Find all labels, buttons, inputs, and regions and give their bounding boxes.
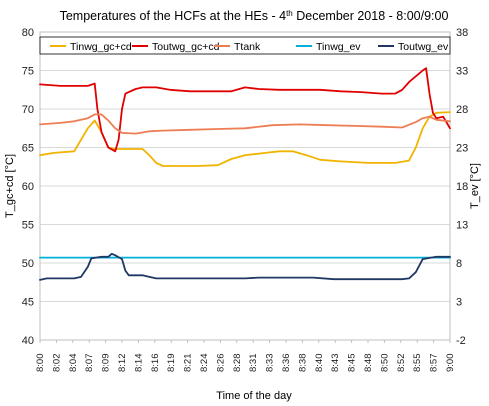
plot-area bbox=[39, 31, 451, 341]
legend-label: Toutwg_gc+cd bbox=[152, 41, 220, 53]
x-tick-label: 8:00 bbox=[35, 354, 46, 373]
y-left-tick-label: 80 bbox=[22, 27, 34, 39]
chart-title-superscript: th bbox=[286, 9, 293, 18]
legend-box bbox=[39, 36, 451, 55]
x-tick-label: 8:04 bbox=[68, 354, 79, 373]
x-tick-label: 8:24 bbox=[199, 354, 210, 373]
x-tick-label: 8:26 bbox=[215, 354, 226, 373]
x-axis-label: Time of the day bbox=[216, 390, 292, 402]
x-tick-label: 8:09 bbox=[101, 354, 112, 373]
y-right-tick-label: 18 bbox=[456, 181, 468, 193]
y-left-tick-label: 40 bbox=[22, 335, 34, 347]
x-tick-label: 8:21 bbox=[183, 354, 194, 373]
series-line-toutwg-gc-cd bbox=[39, 67, 451, 153]
x-tick-label: 8:14 bbox=[133, 354, 144, 373]
y-left-tick-label: 60 bbox=[22, 181, 34, 193]
series-line-tinwg-gc-cd bbox=[39, 111, 451, 167]
x-tick-label: 8:33 bbox=[265, 354, 276, 373]
y-axis-right-label: T_ev [°C] bbox=[469, 163, 481, 209]
x-tick-label: 8:16 bbox=[150, 354, 161, 373]
y-right-tick-label: 33 bbox=[456, 66, 468, 78]
x-tick-label: 8:38 bbox=[297, 354, 308, 373]
legend-label: Tinwg_gc+cd bbox=[70, 41, 132, 53]
x-tick-label: 8:19 bbox=[166, 354, 177, 373]
y-axis-left-label: T_gc+cd [°C] bbox=[4, 154, 16, 218]
x-tick-label: 8:07 bbox=[84, 354, 95, 373]
x-tick-label: 8:02 bbox=[51, 354, 62, 373]
y-right-tick-label: 23 bbox=[456, 143, 468, 155]
y-right-tick-label: 3 bbox=[456, 297, 462, 309]
x-tick-label: 8:36 bbox=[281, 354, 292, 373]
y-left-tick-label: 55 bbox=[22, 220, 34, 232]
legend-label: Toutwg_ev bbox=[398, 41, 449, 53]
y-left-tick-label: 70 bbox=[22, 104, 34, 116]
y-left-tick-label: 65 bbox=[22, 143, 34, 155]
y-left-tick-label: 45 bbox=[22, 297, 34, 309]
x-axis-ticks: 8:00 8:02 8:04 8:07 8:09 8:12 8:14 8:16 8:19 8:21… bbox=[35, 340, 456, 372]
x-tick-label: 8:48 bbox=[363, 354, 374, 373]
x-tick-label: 8:12 bbox=[117, 354, 128, 373]
x-tick-label: 8:31 bbox=[248, 354, 259, 373]
x-tick-label: 8:28 bbox=[232, 354, 243, 373]
chart-title-rest: December 2018 - 8:00/9:00 bbox=[293, 9, 449, 23]
x-tick-label: 8:57 bbox=[429, 354, 440, 373]
y-right-tick-label: 8 bbox=[456, 258, 462, 270]
x-tick-label: 8:50 bbox=[379, 354, 390, 373]
legend: Tinwg_gc+cd Toutwg_gc+cd Ttank Tinwg_ev Tout… bbox=[39, 36, 451, 55]
legend-label: Ttank bbox=[234, 41, 261, 53]
y-right-tick-label: 38 bbox=[456, 27, 468, 39]
x-tick-label: 8:55 bbox=[412, 354, 423, 373]
y-axis-left-ticks: 40 45 50 55 60 65 70 75 80 bbox=[22, 27, 34, 347]
series-layer bbox=[39, 67, 451, 281]
y-left-tick-label: 50 bbox=[22, 258, 34, 270]
chart-title-main: Temperatures of the HCFs at the HEs - 4 bbox=[60, 9, 287, 23]
y-left-tick-label: 75 bbox=[22, 66, 34, 78]
y-right-tick-label: -2 bbox=[456, 335, 466, 347]
x-tick-label: 9:00 bbox=[445, 354, 456, 373]
x-tick-label: 8:52 bbox=[396, 354, 407, 373]
x-tick-label: 8:43 bbox=[330, 354, 341, 373]
legend-label: Tinwg_ev bbox=[316, 41, 361, 53]
series-line-toutwg-ev bbox=[39, 252, 451, 281]
series-line-ttank bbox=[39, 113, 451, 135]
x-tick-label: 8:45 bbox=[347, 354, 358, 373]
y-right-tick-label: 28 bbox=[456, 104, 468, 116]
chart-title: Temperatures of the HCFs at the HEs - 4t… bbox=[60, 9, 449, 23]
y-right-tick-label: 13 bbox=[456, 220, 468, 232]
x-tick-label: 8:40 bbox=[314, 354, 325, 373]
